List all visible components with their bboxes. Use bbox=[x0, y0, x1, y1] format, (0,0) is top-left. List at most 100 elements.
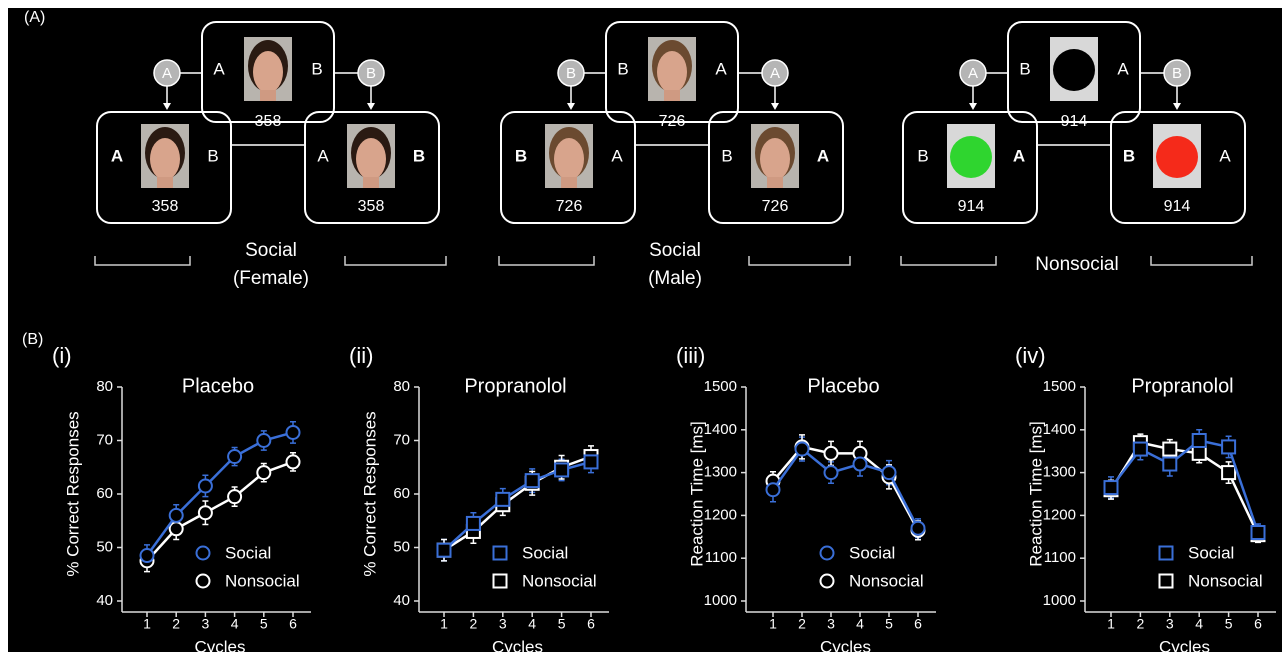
point bbox=[170, 509, 183, 522]
legend-marker bbox=[1160, 547, 1173, 560]
option-label: A bbox=[111, 146, 123, 165]
legend-marker bbox=[197, 575, 210, 588]
point bbox=[1134, 443, 1147, 456]
y-tick-label: 1200 bbox=[704, 506, 737, 523]
panel-a-label: (A) bbox=[24, 9, 45, 26]
point bbox=[1222, 440, 1235, 453]
option-label: A bbox=[715, 59, 727, 78]
point bbox=[585, 455, 598, 468]
face bbox=[253, 51, 283, 93]
x-tick-label: 3 bbox=[1166, 616, 1174, 632]
y-tick-label: 60 bbox=[96, 485, 113, 502]
group-title: Social bbox=[649, 240, 701, 261]
y-tick-label: 1400 bbox=[704, 421, 737, 438]
point bbox=[1105, 481, 1118, 494]
panel-label: (iii) bbox=[676, 343, 705, 368]
panel-label: (iv) bbox=[1015, 343, 1046, 368]
bubble-label: A bbox=[770, 65, 780, 82]
y-tick-label: 80 bbox=[393, 378, 410, 395]
x-tick-label: 1 bbox=[143, 616, 151, 632]
y-axis-label: % Correct Responses bbox=[360, 411, 379, 576]
option-label: B bbox=[917, 146, 928, 165]
point bbox=[141, 549, 154, 562]
count: 358 bbox=[255, 113, 282, 130]
legend-label: Nonsocial bbox=[849, 571, 924, 590]
option-label: A bbox=[1219, 146, 1231, 165]
x-tick-label: 4 bbox=[528, 616, 536, 632]
point bbox=[1193, 447, 1206, 460]
option-label: B bbox=[413, 146, 425, 165]
x-tick-label: 4 bbox=[856, 616, 864, 632]
point bbox=[496, 493, 509, 506]
chart-title: Propranolol bbox=[464, 375, 566, 397]
y-tick-label: 40 bbox=[393, 592, 410, 609]
y-tick-label: 50 bbox=[393, 538, 410, 555]
count: 914 bbox=[1061, 113, 1088, 130]
y-tick-label: 60 bbox=[393, 485, 410, 502]
bubble-label: B bbox=[566, 65, 576, 82]
count: 914 bbox=[958, 198, 985, 215]
x-tick-label: 3 bbox=[499, 616, 507, 632]
legend-label: Social bbox=[849, 543, 895, 562]
y-tick-label: 50 bbox=[96, 538, 113, 555]
point bbox=[228, 450, 241, 463]
x-tick-label: 6 bbox=[1254, 616, 1262, 632]
x-tick-label: 6 bbox=[914, 616, 922, 632]
legend-label: Nonsocial bbox=[225, 571, 300, 590]
y-tick-label: 1500 bbox=[1043, 378, 1076, 395]
point bbox=[287, 455, 300, 468]
y-tick-label: 70 bbox=[96, 431, 113, 448]
y-tick-label: 1300 bbox=[704, 464, 737, 481]
x-axis-label: Cycles bbox=[820, 637, 871, 656]
point bbox=[767, 483, 780, 496]
bubble-label: B bbox=[1172, 65, 1182, 82]
x-tick-label: 2 bbox=[798, 616, 806, 632]
group-title: Social bbox=[245, 240, 297, 261]
point bbox=[1193, 434, 1206, 447]
face bbox=[657, 51, 687, 93]
page: (A) (B) AB358AB358AB358ABSocial(Female)B… bbox=[0, 0, 1285, 657]
point bbox=[883, 466, 896, 479]
bubble-label: B bbox=[366, 65, 376, 82]
panel-b-label: (B) bbox=[22, 331, 43, 348]
option-label: A bbox=[611, 146, 623, 165]
legend-marker bbox=[494, 575, 507, 588]
point bbox=[1163, 443, 1176, 456]
y-tick-label: 1500 bbox=[704, 378, 737, 395]
legend-marker bbox=[1160, 575, 1173, 588]
point bbox=[854, 458, 867, 471]
point bbox=[228, 490, 241, 503]
x-tick-label: 1 bbox=[440, 616, 448, 632]
x-tick-label: 4 bbox=[231, 616, 239, 632]
face-neck bbox=[260, 90, 276, 101]
shape bbox=[1053, 49, 1095, 91]
chart-title: Placebo bbox=[807, 375, 879, 397]
option-label: B bbox=[617, 59, 628, 78]
option-label: A bbox=[1013, 146, 1025, 165]
x-tick-label: 4 bbox=[1195, 616, 1203, 632]
point bbox=[912, 522, 925, 535]
bubble-label: A bbox=[968, 65, 978, 82]
option-label: B bbox=[1123, 146, 1135, 165]
x-tick-label: 2 bbox=[172, 616, 180, 632]
x-tick-label: 6 bbox=[289, 616, 297, 632]
point bbox=[526, 474, 539, 487]
panel-label: (i) bbox=[52, 343, 72, 368]
count: 726 bbox=[659, 113, 686, 130]
chart-title: Placebo bbox=[182, 375, 254, 397]
y-axis-label: Reaction Time [ms] bbox=[1026, 421, 1045, 567]
shape bbox=[1156, 136, 1198, 178]
option-label: B bbox=[515, 146, 527, 165]
legend-label: Social bbox=[1188, 543, 1234, 562]
point bbox=[257, 466, 270, 479]
y-tick-label: 1200 bbox=[1043, 506, 1076, 523]
x-axis-label: Cycles bbox=[194, 637, 245, 656]
option-label: B bbox=[721, 146, 732, 165]
x-tick-label: 3 bbox=[827, 616, 835, 632]
group-title: (Male) bbox=[648, 268, 702, 289]
y-tick-label: 1100 bbox=[1044, 549, 1076, 566]
count: 358 bbox=[358, 198, 385, 215]
x-tick-label: 5 bbox=[260, 616, 268, 632]
legend-label: Social bbox=[522, 543, 568, 562]
legend-marker bbox=[494, 547, 507, 560]
